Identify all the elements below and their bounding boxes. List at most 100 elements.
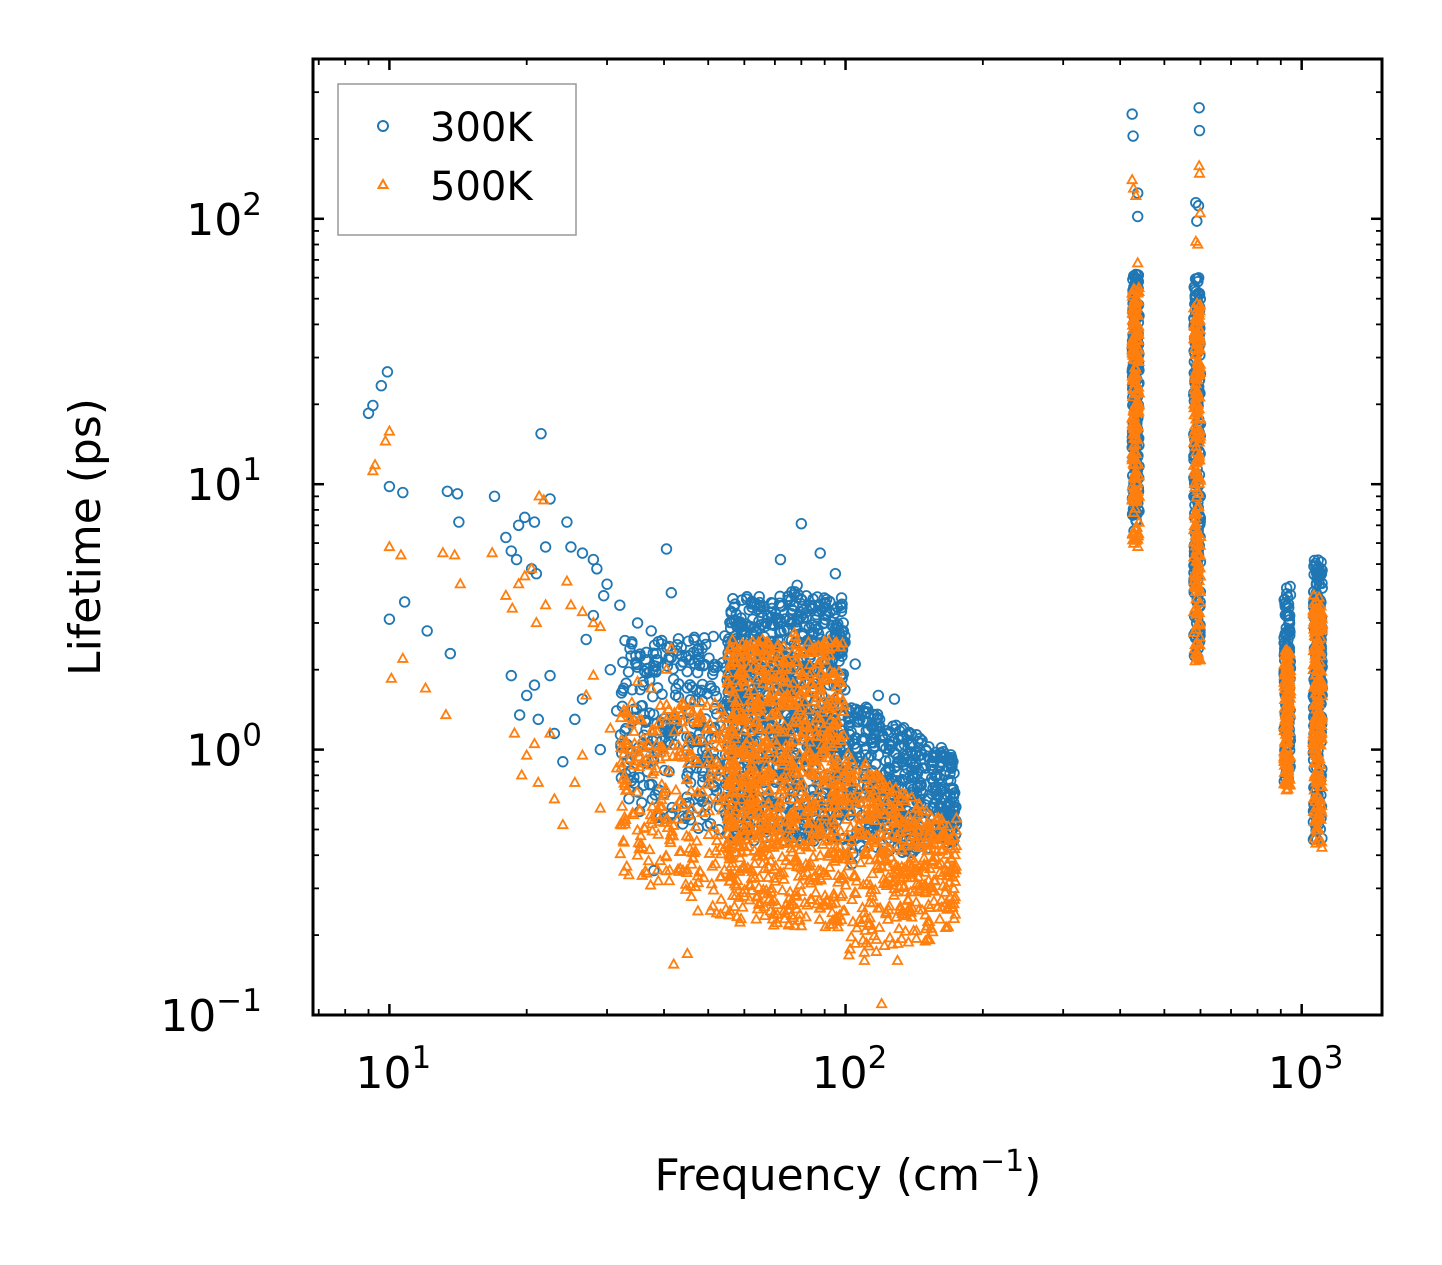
marker-300k bbox=[591, 563, 603, 575]
marker-300k bbox=[1278, 594, 1290, 606]
marker-300k bbox=[931, 770, 943, 782]
marker-500k bbox=[806, 642, 820, 653]
marker-500k bbox=[922, 843, 936, 855]
marker-500k bbox=[870, 768, 883, 780]
marker-500k bbox=[708, 696, 722, 708]
marker-500k bbox=[880, 794, 893, 806]
marker-300k bbox=[693, 659, 706, 672]
marker-500k bbox=[1190, 506, 1203, 518]
marker-500k bbox=[714, 847, 728, 859]
marker-300k bbox=[939, 769, 951, 782]
marker-300k bbox=[601, 578, 613, 590]
marker-500k bbox=[912, 807, 925, 819]
marker-500k bbox=[816, 742, 830, 754]
marker-500k bbox=[776, 850, 789, 862]
marker-500k bbox=[818, 634, 831, 646]
marker-500k bbox=[632, 745, 645, 757]
marker-300k bbox=[684, 679, 696, 691]
marker-500k bbox=[1280, 652, 1293, 664]
marker-500k bbox=[830, 806, 843, 818]
marker-500k bbox=[703, 716, 716, 728]
marker-500k bbox=[735, 792, 748, 804]
marker-500k bbox=[669, 800, 682, 812]
marker-500k bbox=[652, 815, 666, 827]
marker-300k bbox=[891, 760, 903, 772]
marker-500k bbox=[1281, 764, 1294, 776]
marker-300k bbox=[1281, 609, 1294, 621]
marker-500k bbox=[662, 702, 675, 714]
marker-500k bbox=[721, 759, 734, 771]
marker-500k bbox=[576, 748, 589, 760]
marker-500k bbox=[944, 839, 957, 851]
marker-500k bbox=[911, 864, 925, 876]
marker-300k bbox=[513, 709, 526, 721]
marker-500k bbox=[891, 936, 904, 948]
marker-500k bbox=[616, 799, 629, 811]
marker-300k bbox=[398, 596, 411, 608]
marker-500k bbox=[448, 548, 461, 560]
marker-300k bbox=[849, 658, 861, 670]
marker-500k bbox=[906, 816, 920, 828]
marker-300k bbox=[906, 770, 919, 783]
marker-500k bbox=[668, 725, 681, 737]
marker-500k bbox=[900, 824, 913, 836]
marker-500k bbox=[729, 727, 742, 739]
marker-500k bbox=[723, 874, 737, 886]
marker-500k bbox=[672, 738, 685, 750]
marker-300k bbox=[383, 613, 396, 625]
marker-500k bbox=[679, 877, 692, 889]
marker-500k bbox=[615, 733, 628, 745]
marker-500k bbox=[780, 778, 793, 790]
marker-500k bbox=[815, 761, 828, 773]
marker-500k bbox=[683, 841, 696, 853]
marker-500k bbox=[619, 783, 633, 795]
marker-500k bbox=[920, 804, 933, 816]
marker-300k bbox=[912, 764, 925, 776]
marker-500k bbox=[774, 673, 787, 685]
marker-500k bbox=[1310, 823, 1324, 835]
marker-500k bbox=[729, 846, 742, 858]
marker-500k bbox=[793, 860, 806, 872]
marker-300k bbox=[1194, 418, 1207, 430]
marker-300k bbox=[691, 666, 704, 679]
marker-500k bbox=[818, 777, 831, 789]
marker-500k bbox=[796, 733, 809, 745]
marker-500k bbox=[828, 816, 842, 828]
marker-500k bbox=[721, 826, 734, 838]
marker-300k bbox=[381, 366, 394, 378]
marker-500k bbox=[747, 684, 761, 696]
marker-300k bbox=[1281, 591, 1294, 603]
marker-300k bbox=[806, 619, 818, 631]
marker-300k bbox=[1310, 564, 1323, 576]
marker-300k bbox=[800, 590, 813, 602]
marker-500k bbox=[1278, 745, 1291, 757]
marker-500k bbox=[879, 905, 893, 917]
marker-500k bbox=[580, 688, 593, 700]
marker-500k bbox=[697, 871, 710, 883]
marker-500k bbox=[689, 819, 702, 831]
marker-300k bbox=[807, 593, 819, 605]
marker-500k bbox=[935, 843, 948, 855]
marker-500k bbox=[1127, 506, 1140, 518]
marker-500k bbox=[1129, 189, 1143, 200]
marker-500k bbox=[822, 849, 835, 861]
marker-500k bbox=[763, 892, 776, 904]
marker-500k bbox=[773, 647, 787, 659]
marker-500k bbox=[930, 818, 943, 830]
marker-500k bbox=[659, 813, 673, 825]
marker-500k bbox=[803, 735, 817, 747]
marker-300k bbox=[669, 689, 682, 701]
marker-500k bbox=[938, 827, 952, 839]
marker-500k bbox=[803, 658, 816, 670]
marker-500k bbox=[1309, 648, 1322, 660]
marker-500k bbox=[826, 906, 839, 918]
marker-500k bbox=[785, 686, 799, 698]
marker-500k bbox=[908, 885, 921, 897]
marker-500k bbox=[1193, 653, 1206, 665]
marker-300k bbox=[886, 736, 899, 748]
marker-300k bbox=[544, 669, 556, 682]
marker-500k bbox=[724, 761, 738, 773]
marker-300k bbox=[753, 615, 765, 627]
marker-500k bbox=[940, 920, 953, 932]
marker-500k bbox=[795, 884, 808, 896]
